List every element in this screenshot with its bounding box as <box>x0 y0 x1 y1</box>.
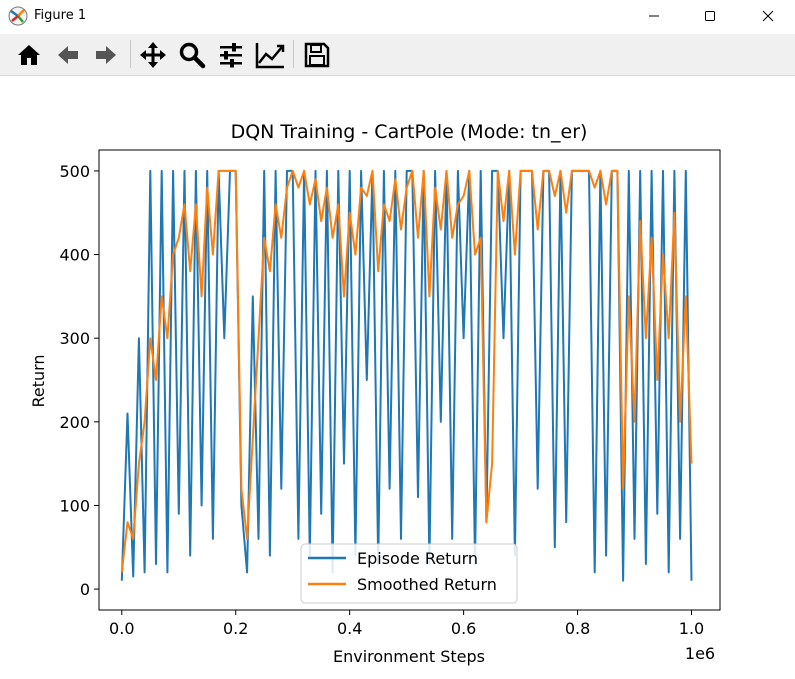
app-icon <box>8 6 28 26</box>
legend: Episode Return Smoothed Return <box>300 543 518 604</box>
x-tick-label: 1.0 <box>679 619 704 638</box>
figure-canvas[interactable]: DQN Training - CartPole (Mode: tn_er) 0.… <box>0 76 795 675</box>
save-floppy-icon <box>304 42 330 68</box>
chart-title: DQN Training - CartPole (Mode: tn_er) <box>231 121 588 143</box>
close-button[interactable] <box>745 0 791 32</box>
window-titlebar: Figure 1 <box>0 0 795 34</box>
pan-move-icon <box>140 42 166 68</box>
legend-box <box>300 543 518 604</box>
minimize-icon <box>649 15 659 17</box>
series-line-episode-return <box>120 169 693 582</box>
back-button[interactable] <box>53 40 83 70</box>
x-axis-label: Environment Steps <box>333 647 485 666</box>
home-icon <box>18 45 40 65</box>
chart-svg[interactable]: DQN Training - CartPole (Mode: tn_er) 0.… <box>0 76 795 675</box>
series-line-smoothed-return <box>120 169 693 573</box>
window-title: Figure 1 <box>34 8 87 23</box>
minimize-button[interactable] <box>631 0 677 32</box>
y-tick-label: 100 <box>59 496 90 515</box>
zoom-magnifier-icon <box>179 42 206 69</box>
configure-subplots-icon <box>220 43 242 68</box>
forward-button[interactable] <box>91 40 121 70</box>
y-tick-label: 300 <box>59 329 90 348</box>
x-tick-label: 0.2 <box>223 619 248 638</box>
x-tick-label: 0.6 <box>451 619 476 638</box>
close-icon <box>762 10 774 22</box>
toolbar-separator <box>130 40 131 68</box>
save-button[interactable] <box>302 40 332 70</box>
maximize-button[interactable] <box>687 0 733 32</box>
x-axis: 0.0 0.2 0.4 0.6 0.8 1.0 <box>109 610 704 638</box>
y-axis-label: Return <box>29 354 48 407</box>
navigation-toolbar <box>0 34 795 76</box>
x-tick-label: 0.4 <box>337 619 362 638</box>
forward-arrow-icon <box>96 46 116 64</box>
home-button[interactable] <box>14 40 44 70</box>
y-tick-label: 400 <box>59 246 90 265</box>
y-tick-label: 200 <box>59 413 90 432</box>
back-arrow-icon <box>58 46 78 64</box>
edit-axis-button[interactable] <box>255 40 285 70</box>
y-tick-label: 500 <box>59 162 90 181</box>
y-tick-label: 0 <box>80 580 90 599</box>
pan-button[interactable] <box>138 40 168 70</box>
axes-frame <box>98 149 721 611</box>
maximize-icon <box>705 11 715 21</box>
zoom-button[interactable] <box>177 40 207 70</box>
x-axis-offset-label: 1e6 <box>685 644 715 663</box>
edit-axis-icon <box>255 43 285 69</box>
toolbar-separator <box>293 40 294 68</box>
configure-subplots-button[interactable] <box>216 40 246 70</box>
y-axis: 0 100 200 300 400 500 <box>59 162 99 599</box>
plot-lines <box>120 169 693 582</box>
legend-label-smoothed-return: Smoothed Return <box>357 575 497 594</box>
x-tick-label: 0.8 <box>565 619 590 638</box>
legend-label-episode-return: Episode Return <box>357 549 478 568</box>
x-tick-label: 0.0 <box>109 619 134 638</box>
